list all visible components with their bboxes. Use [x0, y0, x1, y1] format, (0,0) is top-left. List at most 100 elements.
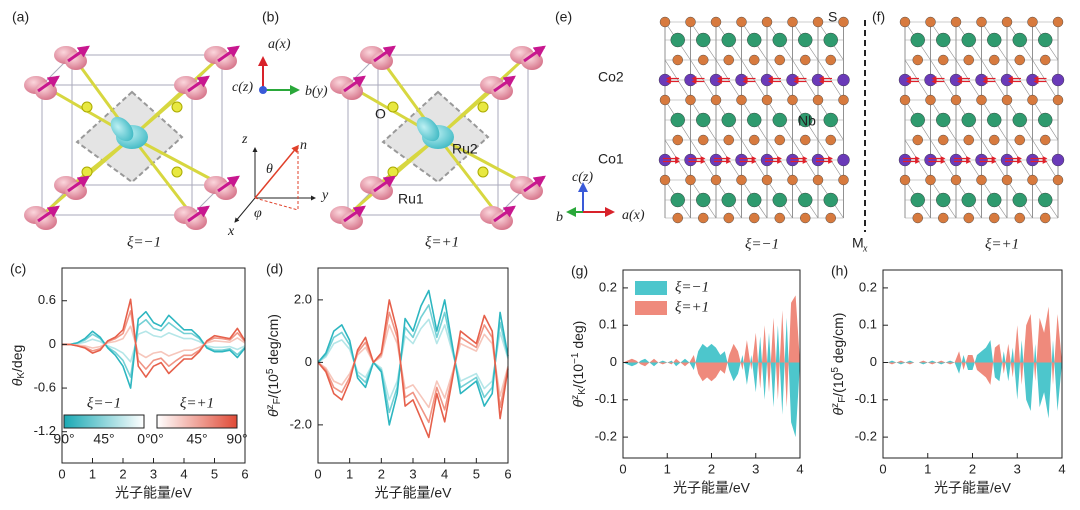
atom: [961, 112, 976, 128]
x-tick-label: 3: [752, 461, 759, 476]
y-axis-label: θzF/(105 deg/cm): [830, 313, 848, 416]
atom: [735, 73, 748, 87]
atom: [798, 112, 813, 128]
figure-label: Nb: [798, 113, 816, 129]
atom: [1051, 73, 1065, 87]
y-axis-label: θzF/(105 deg/cm): [265, 314, 283, 417]
axis-arrow: [254, 144, 299, 199]
y-tick-label: -2.0: [290, 416, 312, 431]
y-axis-label-part: θ: [830, 407, 846, 415]
series-line: [62, 310, 246, 370]
atom: [721, 112, 736, 128]
atom: [1038, 32, 1053, 48]
atom: [760, 73, 774, 87]
bond: [436, 136, 500, 216]
y-tick-label: -0.1: [855, 391, 877, 406]
x-tick-label: 1: [924, 461, 931, 476]
atom: [823, 32, 838, 48]
bond: [130, 53, 224, 139]
series-line: [317, 304, 509, 414]
oxygen: [81, 166, 93, 178]
figure-label: O: [375, 106, 386, 122]
colorbar-title: ξ=+1: [180, 395, 214, 411]
figure-label: ξ=+1: [425, 234, 459, 250]
atom: [800, 134, 811, 146]
atom: [989, 134, 1000, 146]
series-line: [62, 318, 246, 378]
y-axis-label-part: /(10: [830, 372, 846, 396]
atom: [1014, 212, 1025, 224]
atom: [774, 54, 785, 66]
atom: [963, 134, 974, 146]
plot-frame: [317, 267, 509, 464]
atom: [910, 32, 925, 48]
atom: [838, 16, 849, 28]
series-line: [62, 298, 246, 378]
atom: [659, 174, 671, 186]
bond: [664, 59, 691, 101]
atom: [825, 54, 836, 66]
atom: [961, 32, 976, 48]
bond: [130, 136, 194, 216]
y-tick-label: 0.2: [599, 279, 617, 294]
panel-label: (d): [266, 261, 283, 277]
figure-label: x: [227, 224, 235, 239]
y-axis-label-part: 5: [265, 368, 276, 374]
atom: [812, 174, 824, 186]
atom: [950, 94, 962, 106]
y-tick-label: -1.2: [34, 423, 56, 438]
bond: [930, 59, 957, 101]
y-axis-label-part: F: [837, 397, 848, 403]
atom: [710, 174, 722, 186]
x-tick-label: 4: [441, 466, 448, 481]
y-tick-label: -0.1: [595, 391, 617, 406]
series-line: [317, 318, 509, 401]
orbital: [110, 116, 134, 142]
atom: [936, 32, 951, 48]
atom: [976, 16, 987, 28]
atom: [760, 153, 774, 167]
figure-label: M: [852, 235, 864, 251]
atom: [924, 73, 937, 87]
atom: [825, 134, 836, 146]
moment: [37, 75, 60, 93]
y-tick-label: 0: [49, 336, 56, 351]
atom: [963, 212, 974, 224]
x-axis-label: 光子能量/eV: [115, 485, 193, 501]
atom: [1001, 16, 1013, 28]
oxygen: [81, 101, 93, 113]
bond: [1006, 59, 1033, 101]
figure-label: Ru1: [398, 191, 424, 207]
atom: [709, 153, 723, 167]
figure-label: (e): [555, 9, 572, 25]
atom: [898, 73, 912, 87]
colorbar: [156, 414, 238, 429]
atom: [811, 153, 825, 167]
atom: [987, 112, 1002, 128]
atom: [949, 153, 963, 167]
oxygen: [387, 101, 399, 113]
atom: [698, 212, 709, 224]
axis-dot: [259, 86, 267, 94]
x-tick-label: 4: [1058, 461, 1065, 476]
atom: [1052, 16, 1064, 28]
series-line: [317, 299, 509, 439]
figure-label: S: [828, 9, 837, 25]
x-tick-label: 1: [346, 466, 353, 481]
x-tick-label: 4: [796, 461, 803, 476]
y-axis-label-part: deg): [570, 321, 586, 353]
atom: [1051, 153, 1065, 167]
atom: [975, 73, 988, 87]
y-tick-label: -0.2: [855, 429, 877, 444]
atom: [825, 212, 836, 224]
moment: [67, 175, 90, 193]
figure-label: (b): [262, 9, 279, 25]
atom: [1027, 174, 1038, 186]
series-area: [623, 295, 800, 408]
panel-label: (c): [10, 261, 26, 277]
bond: [766, 59, 793, 101]
moment: [373, 45, 396, 63]
atom: [787, 94, 798, 106]
colorbar-title: ξ=−1: [87, 395, 121, 411]
atom: [1014, 134, 1025, 146]
